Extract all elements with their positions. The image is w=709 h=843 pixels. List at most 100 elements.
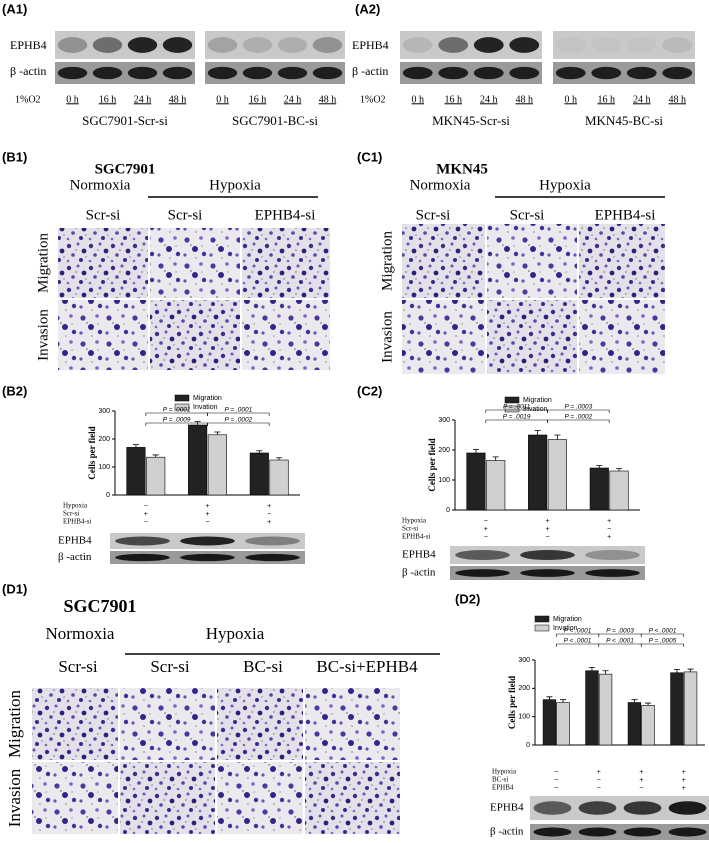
blot-band [668,801,707,815]
row-label: EPHB4 [352,38,389,52]
blot-band [438,66,469,80]
panel-label: (B1) [2,149,27,164]
column-label: EPHB4-si [595,207,656,223]
blot-band [207,37,238,53]
p-value: P < .0001 [606,638,634,645]
blot-band [242,66,273,80]
treatment-mark: + [682,785,686,792]
bar [466,452,486,511]
bar [598,673,613,746]
time-label: 24 h [284,94,302,105]
column-label: Scr-si [58,657,98,676]
blot [553,31,695,59]
row-label: EPHB4 [58,535,92,547]
legend-swatch [504,405,520,413]
column-label: Scr-si [150,657,190,676]
significance-bracket [547,409,610,413]
legend-label: Invation [193,404,218,411]
legend-label: Migration [553,616,582,623]
condition-label: Normoxia [46,624,115,643]
legend-label: Invation [553,625,578,632]
group-label: SGC7901-Scr-si [82,113,168,128]
treatment-label: Scr-si [402,525,418,533]
legend-label: Migration [523,397,552,404]
blot-band [556,37,586,53]
error-bar [560,699,567,703]
error-bar [645,702,652,706]
error-bar [602,670,609,675]
time-label: 16 h [99,94,117,105]
bar [556,702,570,746]
bar [528,434,548,511]
significance-bracket [207,422,270,426]
treatment-mark: − [484,534,488,541]
p-value: P = .0001 [224,407,252,414]
blot-band [473,37,504,53]
legend-label: Invation [523,406,548,413]
legend-swatch [174,394,190,402]
blot-band [585,549,640,561]
treatment-label: Hypoxia [492,768,517,776]
time-label: 16 h [445,94,463,105]
bar [609,470,629,511]
blot [553,62,695,84]
p-value: P = .0019 [503,414,531,421]
treatment-mark: − [267,511,271,518]
condition-label: Normoxia [70,177,131,193]
blot-band [473,66,504,80]
y-tick-label: 200 [98,436,110,443]
panel-label: (A2) [355,1,380,16]
row-label: Invasion [379,311,395,363]
p-value: P < .0001 [564,628,592,635]
row-label: β -actin [58,551,92,563]
blot-band [180,553,235,562]
blot-band [402,66,433,80]
error-bar [546,696,553,700]
blot-band [627,37,657,53]
y-tick-label: 300 [98,408,110,415]
blot-band [623,801,662,815]
blot-band [312,66,343,80]
micrograph [150,300,240,370]
row-label: Migration [379,231,395,291]
treatment-label: Hypoxia [63,502,88,510]
micrograph [305,688,400,760]
panel-label: (B2) [2,383,27,398]
bar [126,447,146,496]
micrograph [217,688,303,760]
time-label: 0 h [66,94,79,105]
treatment-mark: − [545,534,549,541]
error-bar [687,668,694,672]
treatment-mark: − [144,519,148,526]
blot-band [662,66,693,80]
treatment-mark: − [554,785,558,792]
time-label: 24 h [633,94,651,105]
micrograph [242,228,330,298]
y-axis-label: Cells per field [87,426,97,479]
micrograph [402,300,485,374]
error-bar [492,456,499,461]
blot-band [402,37,433,53]
p-value: P = .0002 [224,417,252,424]
row-label: Invasion [5,768,24,827]
micrograph [579,224,665,298]
treatment-label: EPHB4 [492,784,514,792]
blot-band [162,37,193,53]
error-bar [276,457,283,460]
error-bar [534,430,541,435]
column-label: BC-si [243,657,283,676]
condition-label: Hypoxia [539,177,591,193]
time-label: 0 h [216,94,229,105]
blot [205,62,345,84]
blot-band [626,66,657,80]
p-value: P < .0001 [649,628,677,635]
treatment-label: EPHB4-si [63,518,91,526]
row-label: Migration [35,233,51,293]
treatment-mark: + [639,777,643,784]
blot-band [207,66,238,80]
blot-band [591,66,622,80]
treatment-label: Hypoxia [402,517,427,525]
y-tick-label: 200 [518,685,530,692]
significance-bracket [640,643,685,647]
condition-label: Hypoxia [209,177,261,193]
